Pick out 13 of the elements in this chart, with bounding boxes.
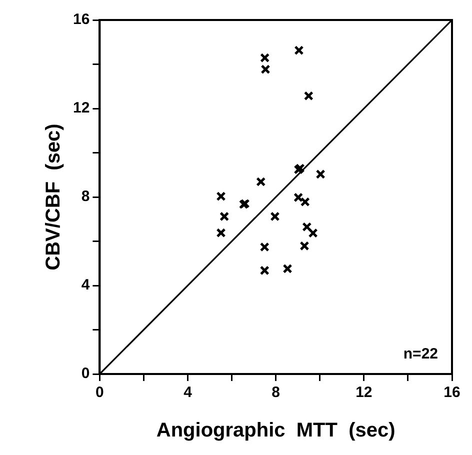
x-axis-title: Angiographic MTT (sec) [156, 420, 396, 442]
y-tick-label: 0 [81, 365, 90, 382]
x-tick-label: 0 [96, 384, 104, 402]
y-tick-label: 8 [81, 188, 90, 206]
y-tick-label: 12 [72, 100, 90, 117]
annotation: n=22 [403, 346, 438, 363]
x-tick-label: 4 [184, 384, 193, 402]
x-tick-label: 8 [272, 384, 280, 402]
y-tick-label: 16 [72, 11, 90, 28]
x-tick-label: 16 [444, 384, 460, 402]
y-tick-label: 4 [81, 276, 90, 294]
y-axis-title: CBV/CBF (sec) [42, 124, 65, 270]
x-tick-label: 12 [356, 384, 372, 402]
